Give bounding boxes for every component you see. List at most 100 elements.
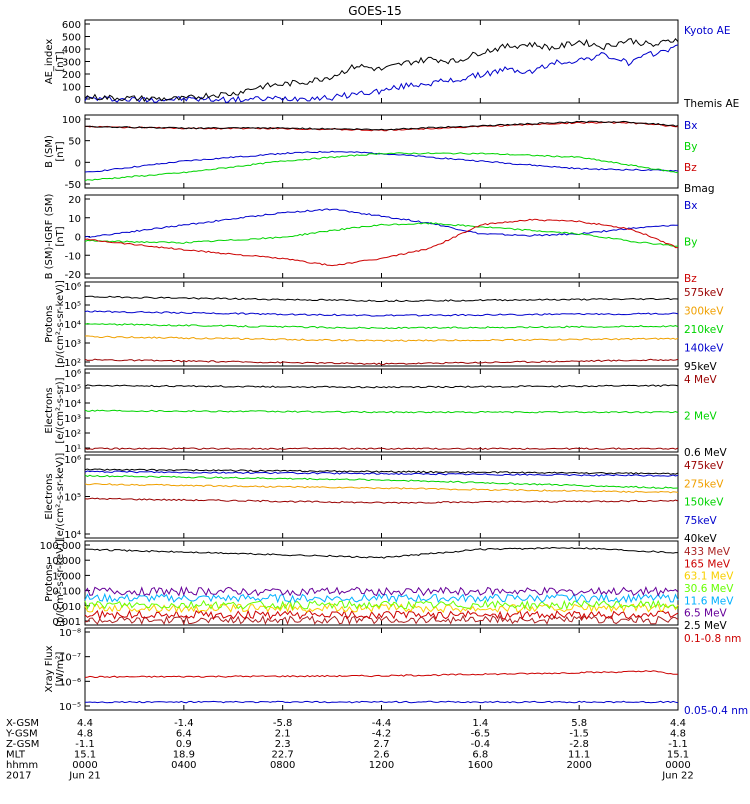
legend-entry: Bz (684, 273, 697, 285)
y-axis-label: Protons (44, 305, 55, 342)
legend-entry: 0.6 MeV (684, 447, 728, 459)
y-tick-label: 10⁴ (64, 320, 81, 331)
y-tick-label: 100.000 (40, 541, 81, 552)
series-line-30-6-mev (84, 599, 679, 611)
footer-value: 0400 (171, 760, 196, 771)
legend-entry: Kyoto AE (684, 25, 730, 37)
y-axis-label: [p/(cm²-s-sr-keV)] (55, 539, 66, 627)
series-line-0-05-0-4-nm (84, 700, 679, 704)
footer-value: 0.9 (176, 739, 192, 750)
footer-row-label: Y-GSM (5, 729, 38, 740)
y-tick-label: 100 (62, 115, 81, 126)
legend-entry: 95keV (684, 361, 718, 373)
series-line-210kev (84, 322, 679, 330)
y-axis-label: [e/(cm²-s-sr)] (55, 377, 66, 443)
y-tick-label: 0.100 (52, 587, 81, 598)
legend-entry: 6.5 MeV (684, 608, 728, 620)
y-axis-label: B (SM) (44, 135, 55, 168)
footer-value: -2.8 (569, 739, 589, 750)
footer-value: 22.7 (272, 750, 294, 761)
y-tick-label: 0 (75, 95, 81, 106)
footer-value: 1600 (468, 760, 493, 771)
legend-entry: 4 MeV (684, 374, 718, 386)
panel-electrons2: 10⁶ 10⁵ 10⁴ Electrons [e/(cm²-s-sr-keV)] 475k… (44, 453, 724, 545)
y-tick-label: 600 (62, 20, 81, 31)
legend-entry: By (684, 237, 697, 249)
footer-value: -0.4 (471, 739, 491, 750)
footer-value: 2.7 (374, 739, 390, 750)
y-tick-label: 200 (62, 70, 81, 81)
y-axis-label: [nT] (55, 226, 66, 246)
y-tick-label: 20 (68, 195, 81, 206)
series-line-75kev (84, 470, 679, 477)
y-axis-label: [W/m²] (55, 651, 66, 686)
legend-entry: 275keV (684, 478, 724, 490)
y-axis-label: Electrons (44, 473, 55, 519)
y-tick-label: 10⁻⁵ (59, 702, 81, 713)
series-line-bx (84, 150, 679, 173)
series-line-kyoto-ae (84, 44, 679, 104)
y-tick-label: 10³ (64, 414, 81, 425)
series-line-140kev (84, 310, 679, 317)
footer-value: 2.1 (275, 729, 291, 740)
y-tick-label: 50 (68, 137, 81, 148)
series-line-11-6-mev (84, 592, 679, 604)
footer-value: -4.2 (372, 729, 392, 740)
panel-frame (84, 114, 679, 189)
footer-value: 0000 (72, 760, 97, 771)
legend-entry: 433 MeV (684, 546, 731, 558)
panel-electrons1: 10⁶ 10⁵ 10⁴ 10³ 10² 10¹ Electrons [e/(cm²-s-sr)… (44, 368, 728, 459)
footer-value: -5.8 (273, 718, 293, 729)
series-line-300kev (84, 335, 679, 342)
series-line-2-mev (84, 409, 679, 414)
legend-entry: 2 MeV (684, 411, 718, 423)
footer-value: 4.8 (670, 729, 686, 740)
y-tick-label: 300 (62, 58, 81, 69)
legend-entry: 210keV (684, 324, 724, 336)
panel-bsm: 100 50 0 -50 B (SM) [nT] Bx By Bz Bmag (44, 114, 715, 195)
y-axis-label: B (SM)-IGRF (SM) (44, 194, 55, 280)
footer-row-label: Z-GSM (6, 739, 39, 750)
legend-entry: 30.6 MeV (684, 583, 734, 595)
orbit-footer: X-GSM 4.4 -1.4 -5.8 -4.4 1.4 5.8 4.4 Y-GSM 4.8 6.4… (5, 718, 694, 782)
footer-value: 18.9 (173, 750, 195, 761)
footer-value: 0000 (665, 760, 690, 771)
legend-entry: By (684, 141, 697, 153)
footer-value: 4.8 (77, 729, 93, 740)
y-tick-label: 10 (68, 214, 81, 225)
y-tick-label: 500 (62, 33, 81, 44)
y-tick-label: 0.010 (52, 602, 81, 613)
series-line-275kev (84, 483, 679, 494)
series-line-95kev (84, 295, 679, 303)
y-axis-label: [p/(cm²-s-sr-keV)] (55, 280, 66, 368)
footer-value: 6.4 (176, 729, 192, 740)
panel-frame (84, 454, 679, 539)
legend-entry: 140keV (684, 343, 724, 355)
series-line-433-mev (84, 614, 679, 626)
legend-entry: Bz (684, 162, 697, 174)
series-line-bz (84, 218, 678, 267)
y-tick-label: 10⁶ (64, 282, 81, 293)
y-tick-label: 10.000 (46, 556, 81, 567)
legend-entry: 165 MeV (684, 558, 731, 570)
legend-entry: Themis AE (683, 98, 739, 110)
y-axis-label: [e/(cm²-s-sr-keV)] (55, 453, 66, 541)
legend-entry: 0.05-0.4 nm (684, 705, 748, 717)
legend-entry: 475keV (684, 460, 724, 472)
footer-value: 2.6 (374, 750, 390, 761)
series-line-475kev (84, 497, 679, 504)
y-tick-label: 10⁻⁶ (59, 677, 81, 688)
series-line-0-6-mev (84, 384, 679, 389)
footer-value: -6.5 (471, 729, 491, 740)
series-line-bmag (84, 120, 679, 131)
y-tick-label: 10³ (64, 339, 81, 350)
y-tick-label: 0.001 (52, 617, 81, 628)
legend-entry: 11.6 MeV (684, 595, 734, 607)
footer-value: -4.4 (372, 718, 392, 729)
footer-value: -1.4 (174, 718, 194, 729)
footer-value: -1.1 (75, 739, 95, 750)
series-line-40kev (84, 468, 679, 475)
y-tick-label: 10² (64, 358, 81, 369)
y-tick-label: -20 (65, 270, 81, 281)
